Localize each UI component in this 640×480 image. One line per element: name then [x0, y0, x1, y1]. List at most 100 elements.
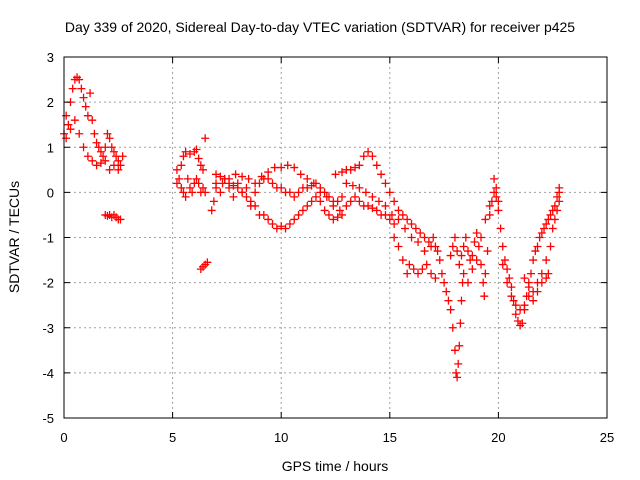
data-point: [238, 172, 247, 181]
data-point: [550, 201, 559, 210]
data-point: [503, 278, 512, 287]
data-point: [477, 233, 486, 242]
data-point: [201, 134, 210, 143]
data-point: [351, 163, 360, 172]
data-point: [374, 197, 383, 206]
data-point: [520, 274, 529, 283]
data-point: [429, 233, 438, 242]
data-point: [199, 165, 208, 174]
data-point: [490, 174, 499, 183]
data-point: [277, 163, 286, 172]
data-point: [446, 251, 455, 260]
data-point: [498, 260, 507, 269]
data-point: [368, 152, 377, 161]
data-point: [199, 183, 208, 192]
data-point: [524, 283, 533, 292]
data-point: [435, 256, 444, 265]
y-tick-label: -2: [42, 276, 54, 291]
data-point: [446, 305, 455, 314]
data-point: [175, 174, 184, 183]
data-point: [316, 197, 325, 206]
data-point: [99, 152, 108, 161]
data-point: [385, 215, 394, 224]
data-point: [172, 165, 181, 174]
data-point: [355, 161, 364, 170]
data-point: [177, 161, 186, 170]
data-point: [463, 247, 472, 256]
y-axis-label: SDTVAR / TECUs: [6, 181, 22, 293]
data-point: [411, 224, 420, 233]
data-point: [355, 183, 364, 192]
data-point: [511, 301, 520, 310]
data-point: [453, 247, 462, 256]
data-point: [468, 251, 477, 260]
data-point: [320, 206, 329, 215]
data-point: [342, 179, 351, 188]
data-point: [101, 143, 110, 152]
data-point: [201, 188, 210, 197]
y-tick-label: 1: [47, 140, 54, 155]
data-point: [307, 197, 316, 206]
data-point: [264, 215, 273, 224]
data-point: [355, 197, 364, 206]
data-point: [277, 222, 286, 231]
data-point: [420, 247, 429, 256]
data-point: [437, 269, 446, 278]
data-point: [212, 170, 221, 179]
data-point: [70, 116, 79, 125]
data-point: [485, 210, 494, 219]
data-point: [542, 256, 551, 265]
data-point: [457, 296, 466, 305]
data-point: [346, 165, 355, 174]
data-point: [179, 188, 188, 197]
data-point: [481, 215, 490, 224]
data-point: [75, 75, 84, 84]
y-tick-label: 2: [47, 95, 54, 110]
data-point: [513, 316, 522, 325]
data-point: [505, 274, 514, 283]
data-point: [66, 125, 75, 134]
data-point: [368, 192, 377, 201]
data-point: [309, 179, 318, 188]
data-point: [480, 292, 489, 301]
data-point: [311, 192, 320, 201]
data-point: [185, 183, 194, 192]
data-point: [196, 161, 205, 170]
data-point: [529, 296, 538, 305]
data-point: [68, 84, 77, 93]
data-point: [390, 233, 399, 242]
data-point: [114, 165, 123, 174]
data-point: [351, 192, 360, 201]
data-point: [537, 278, 546, 287]
data-point: [509, 296, 518, 305]
data-point: [303, 174, 312, 183]
data-point: [424, 238, 433, 247]
data-point: [474, 242, 483, 251]
data-point: [407, 219, 416, 228]
x-tick-label: 25: [600, 430, 614, 445]
data-point: [494, 197, 503, 206]
data-point: [507, 292, 516, 301]
data-point: [77, 84, 86, 93]
data-point: [188, 188, 197, 197]
data-point: [242, 192, 251, 201]
data-point: [335, 206, 344, 215]
data-point: [79, 143, 88, 152]
data-point: [420, 233, 429, 242]
data-point: [507, 283, 516, 292]
data-point: [398, 256, 407, 265]
data-point: [105, 165, 114, 174]
data-point: [346, 197, 355, 206]
y-tick-label: 0: [47, 185, 54, 200]
x-axis-ticks: 0 5 10 15 20 25: [60, 57, 614, 445]
data-point: [281, 224, 290, 233]
data-point: [101, 156, 110, 165]
data-point: [394, 215, 403, 224]
data-point: [329, 201, 338, 210]
data-point: [472, 256, 481, 265]
data-point: [103, 129, 112, 138]
data-point: [427, 269, 436, 278]
data-point: [553, 206, 562, 215]
data-point: [553, 192, 562, 201]
